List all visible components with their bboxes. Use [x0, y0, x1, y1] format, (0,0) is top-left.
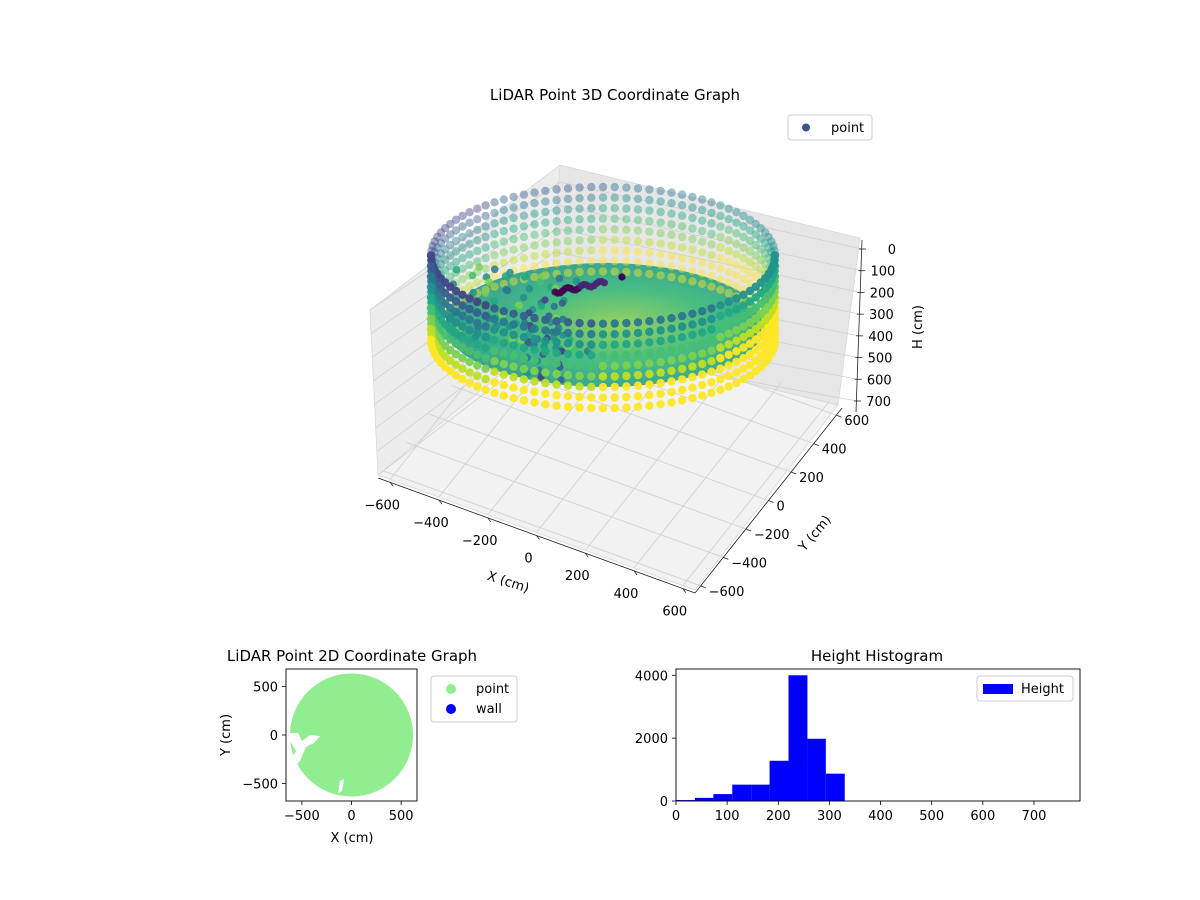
- histogram-bar: [788, 675, 808, 801]
- plot-2d-xlabel: X (cm): [331, 831, 374, 846]
- point-cloud: [426, 182, 780, 413]
- x-tick-label-hist: 100: [715, 809, 740, 824]
- histogram-bar: [676, 800, 695, 801]
- x-tick-label: −200: [462, 534, 498, 549]
- histogram-bars: [676, 675, 845, 801]
- x-tick-label-hist: 600: [970, 809, 995, 824]
- histogram: Height Histogram 0 100 200 300 400 500 600 7000…: [635, 647, 1081, 824]
- plot-3d-title: LiDAR Point 3D Coordinate Graph: [490, 86, 740, 104]
- y-tick-label: −600: [709, 585, 745, 600]
- legend-point-label-2d: point: [476, 682, 509, 697]
- z-tick-label: 700: [866, 395, 891, 410]
- histogram-bar: [713, 794, 733, 801]
- histogram-ticks: 0 100 200 300 400 500 600 700 0 2000 4000: [635, 669, 1046, 824]
- legend-3d: point: [787, 114, 873, 141]
- y-tick-label-hist: 2000: [635, 732, 668, 747]
- z-tick-label: 200: [870, 286, 895, 301]
- legend-2d: point wall: [430, 675, 518, 723]
- x-tick-label-2d: 0: [347, 809, 355, 824]
- plot-2d: LiDAR Point 2D Coordinate Graph −500 0 500…: [219, 647, 518, 846]
- legend-point-marker-2d: [446, 684, 456, 694]
- y-tick-label-2d: −500: [242, 778, 278, 793]
- histogram-title: Height Histogram: [811, 647, 943, 665]
- x-tick-label-hist: 500: [919, 809, 944, 824]
- x-tick-label-hist: 200: [766, 809, 791, 824]
- legend-wall-label: wall: [476, 702, 502, 717]
- histogram-bar: [694, 797, 714, 801]
- z-tick-label: 400: [868, 330, 893, 345]
- x-tick-label: 400: [614, 587, 639, 602]
- legend-height-swatch: [983, 684, 1013, 694]
- x-axis-label: X (cm): [485, 569, 531, 597]
- y-tick-label: −400: [731, 556, 767, 571]
- z-axis-label: H (cm): [911, 305, 926, 349]
- y-tick-label-hist: 4000: [635, 669, 668, 684]
- y-tick-label: 200: [799, 471, 824, 486]
- grid-3d: [369, 181, 863, 587]
- legend-histogram: Height: [976, 675, 1074, 702]
- y-tick-label-hist: 0: [660, 795, 668, 810]
- x-tick-label: 600: [662, 605, 687, 620]
- legend-point-marker: [802, 123, 810, 132]
- ticks-2d: −500 0 500 −500 0 500: [242, 680, 413, 824]
- histogram-bar: [732, 784, 752, 801]
- plot-3d: LiDAR Point 3D Coordinate Graph −600 −400…: [364, 86, 926, 620]
- y-tick-label: 400: [822, 443, 847, 458]
- x-tick-label-2d: −500: [284, 809, 320, 824]
- z-tick-label: 300: [869, 308, 894, 323]
- x-tick-label-hist: 400: [868, 809, 893, 824]
- point-disk: [289, 673, 414, 797]
- z-tick-label: 600: [867, 373, 892, 388]
- x-tick-label: −600: [364, 498, 400, 513]
- y-tick-label: 600: [844, 414, 869, 429]
- histogram-bar: [751, 784, 770, 801]
- x-tick-label: 0: [524, 552, 532, 567]
- histogram-bar: [825, 773, 845, 801]
- ticks-3d: −600 −400 −200 0 200 400 600 −600 −400 −200 0 200 40…: [364, 243, 896, 620]
- y-tick-label-2d: 0: [270, 729, 278, 744]
- plot-2d-ylabel: Y (cm): [219, 714, 234, 757]
- legend-wall-marker: [446, 704, 456, 714]
- x-tick-label-hist: 700: [1022, 809, 1047, 824]
- legend-height-label: Height: [1021, 682, 1064, 697]
- x-tick-label-hist: 300: [817, 809, 842, 824]
- z-tick-label: 500: [868, 352, 893, 367]
- x-tick-label: 200: [565, 569, 590, 584]
- y-tick-label: 0: [777, 500, 785, 515]
- plot-2d-title: LiDAR Point 2D Coordinate Graph: [227, 647, 477, 665]
- y-tick-label-2d: 500: [253, 680, 278, 695]
- z-axis-line: [855, 239, 863, 413]
- histogram-bar: [769, 760, 789, 801]
- z-tick-label: 100: [870, 265, 895, 280]
- z-tick-label: 0: [888, 243, 896, 258]
- histogram-bar: [807, 738, 826, 801]
- x-tick-label-2d: 500: [389, 809, 414, 824]
- legend-point-label: point: [831, 121, 864, 136]
- x-tick-label-hist: 0: [672, 809, 680, 824]
- y-axis-label: Y (cm): [795, 513, 834, 556]
- x-tick-label: −400: [413, 516, 449, 531]
- y-tick-label: −200: [754, 528, 790, 543]
